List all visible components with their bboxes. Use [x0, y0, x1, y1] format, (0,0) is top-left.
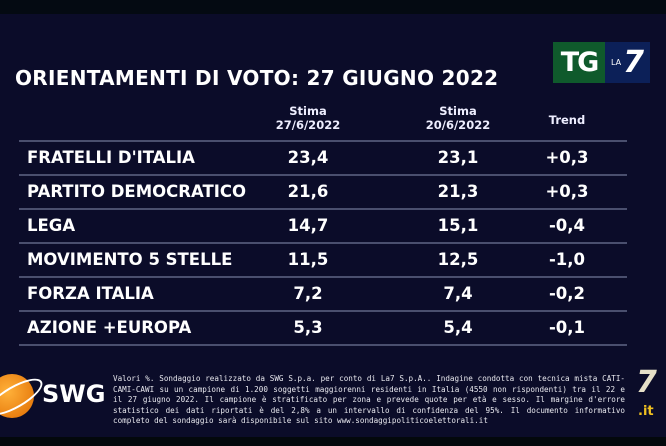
previous-estimate: 7,4: [443, 284, 473, 303]
current-estimate: 21,6: [287, 182, 329, 201]
header-line1: Stima: [439, 104, 477, 118]
header-line1: Stima: [289, 104, 327, 118]
la7-logo: LA 7: [605, 42, 650, 83]
table-row: LEGA 14,7 15,1 -0,4: [19, 208, 627, 244]
previous-estimate: 23,1: [437, 148, 479, 167]
table-row: FRATELLI D'ITALIA 23,4 23,1 +0,3: [19, 140, 627, 176]
trend-value: -0,2: [548, 284, 586, 303]
party-name: MOVIMENTO 5 STELLE: [27, 250, 233, 269]
column-header-previous: Stima 20/6/2022: [418, 104, 498, 132]
page-title: ORIENTAMENTI DI VOTO: 27 GIUGNO 2022: [15, 66, 499, 90]
table-bottom-divider: [19, 344, 627, 346]
table-row: AZIONE +EUROPA 5,3 5,4 -0,1: [19, 310, 627, 346]
previous-estimate: 5,4: [443, 318, 473, 337]
tg-la7-logo: TG LA 7: [553, 42, 650, 83]
column-header-current: Stima 27/6/2022: [268, 104, 348, 132]
la7-it-text: .it: [638, 404, 654, 419]
tg-logo-text: TG: [553, 42, 605, 83]
table-row: FORZA ITALIA 7,2 7,4 -0,2: [19, 276, 627, 312]
seven-logo-text: 7: [623, 45, 644, 80]
header-line2: 27/6/2022: [275, 118, 341, 132]
party-name: LEGA: [27, 216, 76, 235]
top-bar: [0, 0, 666, 14]
table-row: MOVIMENTO 5 STELLE 11,5 12,5 -1,0: [19, 242, 627, 278]
la7-seven-text: 7: [636, 365, 657, 400]
globe-icon: [0, 374, 34, 418]
bottom-bar: [0, 437, 666, 446]
previous-estimate: 21,3: [437, 182, 479, 201]
trend-value: -0,1: [548, 318, 586, 337]
previous-estimate: 15,1: [437, 216, 479, 235]
la-logo-text: LA: [611, 58, 622, 67]
current-estimate: 5,3: [293, 318, 323, 337]
trend-value: +0,3: [545, 148, 589, 167]
current-estimate: 23,4: [287, 148, 329, 167]
la7-it-logo: 7 .it: [632, 366, 666, 426]
table-row: PARTITO DEMOCRATICO 21,6 21,3 +0,3: [19, 174, 627, 210]
current-estimate: 7,2: [293, 284, 323, 303]
trend-value: -1,0: [548, 250, 586, 269]
trend-value: +0,3: [545, 182, 589, 201]
swg-logo-text: SWG: [42, 380, 106, 408]
current-estimate: 14,7: [287, 216, 329, 235]
header-line2: 20/6/2022: [425, 118, 491, 132]
swg-logo: SWG: [0, 370, 110, 423]
current-estimate: 11,5: [287, 250, 329, 269]
party-name: PARTITO DEMOCRATICO: [27, 182, 246, 201]
column-header-trend: Trend: [548, 113, 586, 127]
methodology-note: Valori %. Sondaggio realizzato da SWG S.…: [113, 374, 625, 425]
party-name: FRATELLI D'ITALIA: [27, 148, 195, 167]
previous-estimate: 12,5: [437, 250, 479, 269]
party-name: FORZA ITALIA: [27, 284, 154, 303]
trend-value: -0,4: [548, 216, 586, 235]
party-name: AZIONE +EUROPA: [27, 318, 192, 337]
